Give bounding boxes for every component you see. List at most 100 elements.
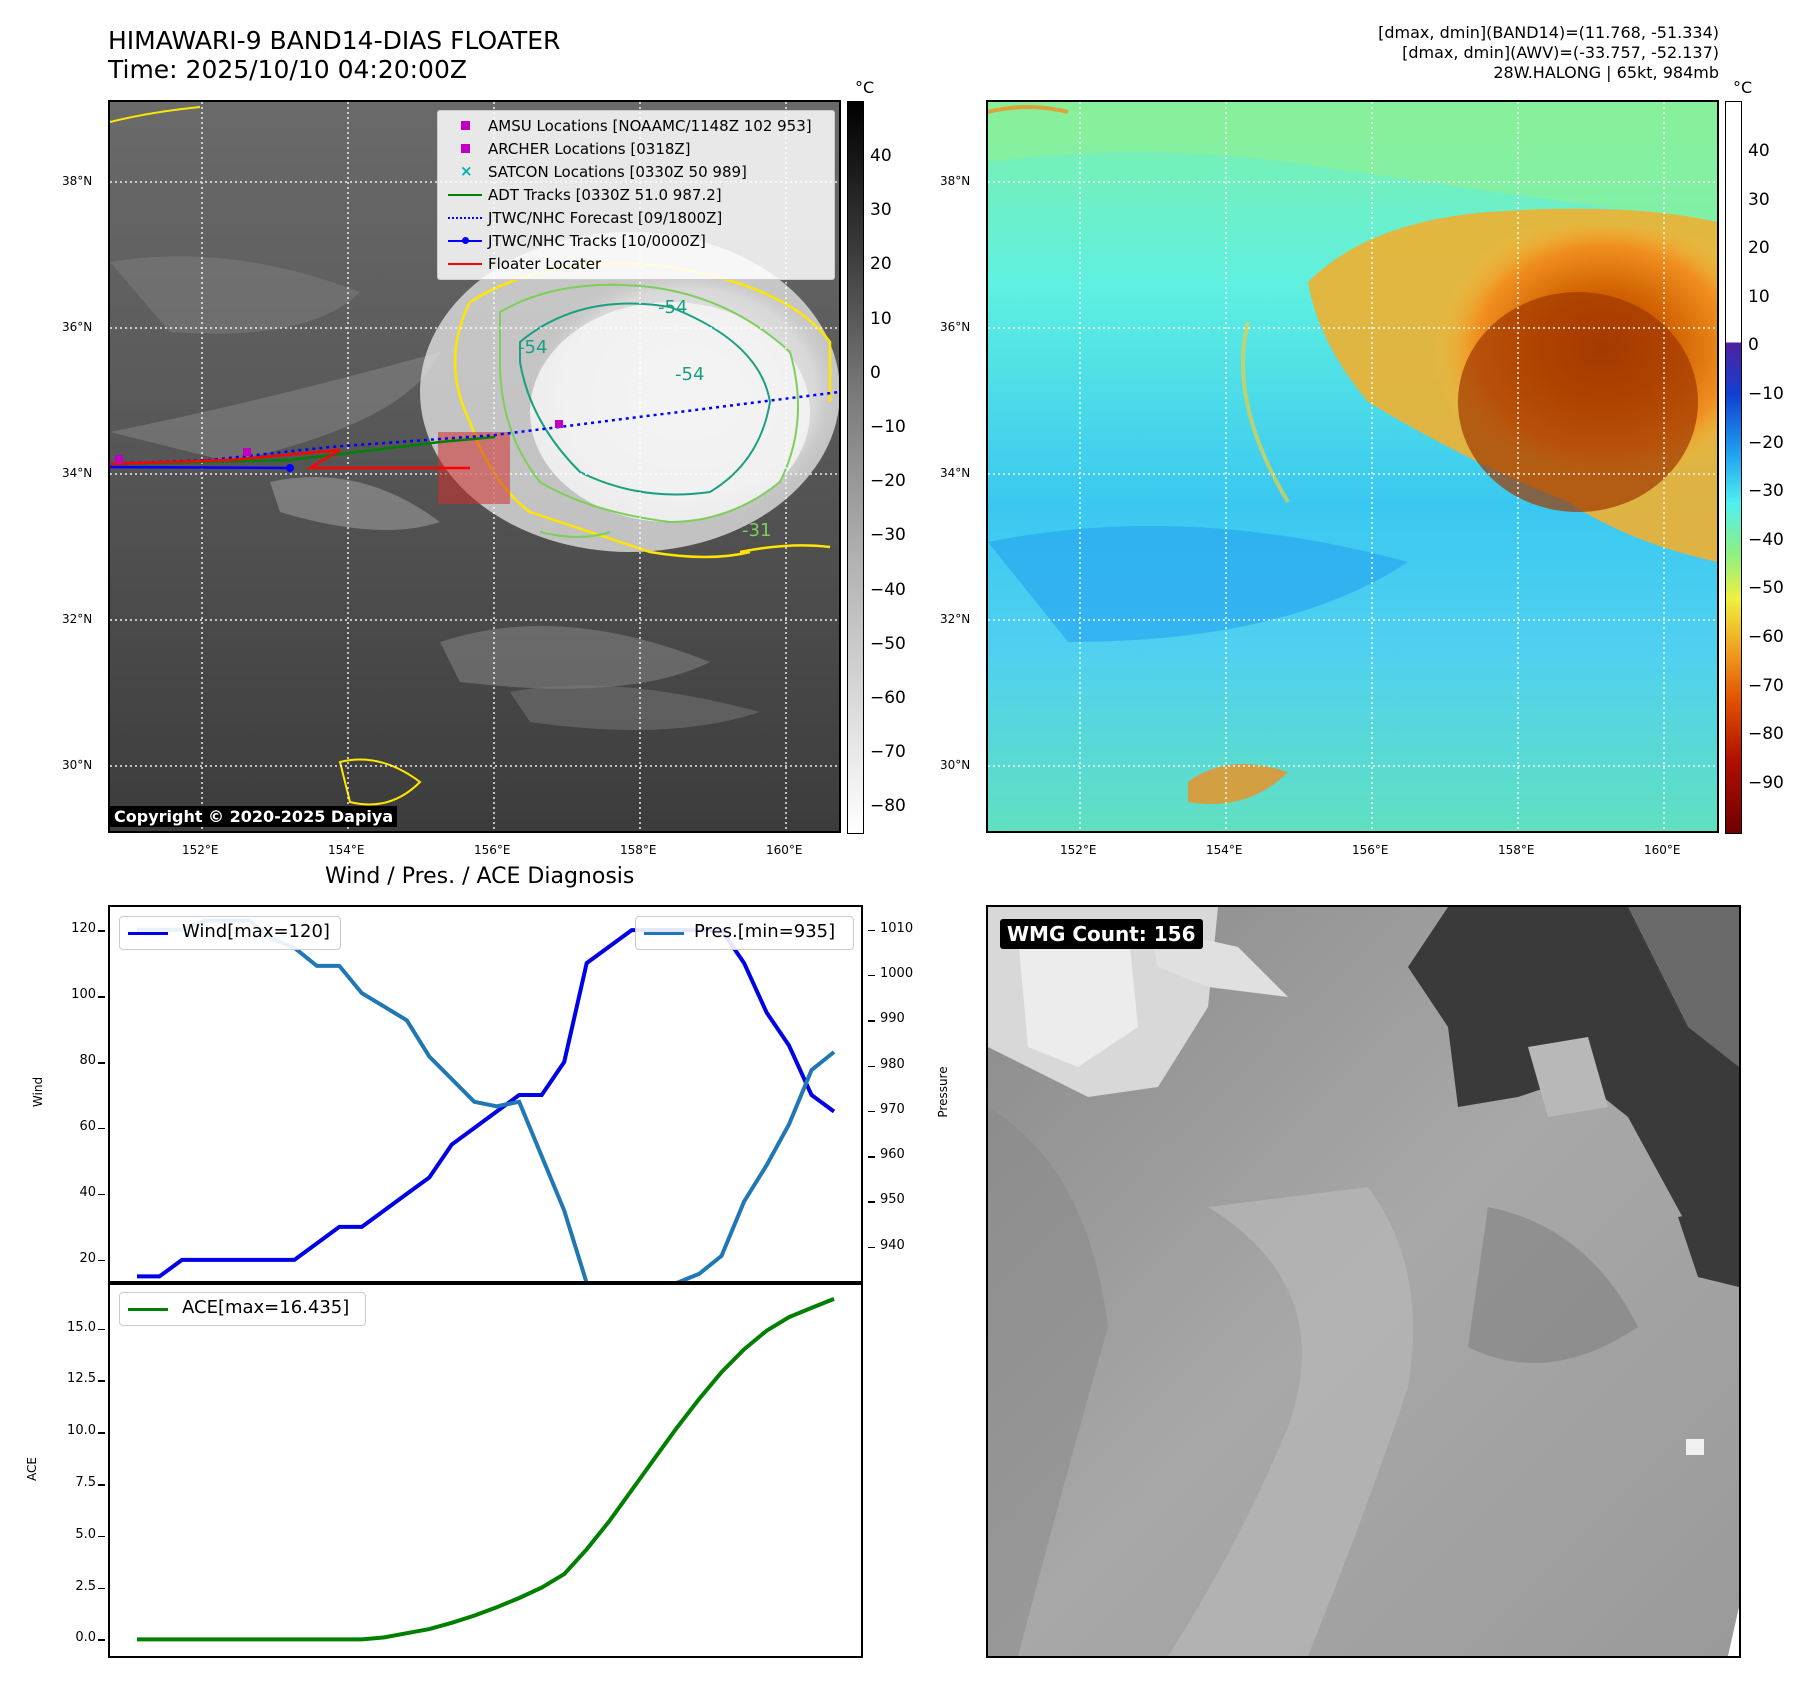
lon-tick: 154°E <box>1206 843 1243 857</box>
wv-satellite-map <box>986 100 1719 833</box>
diagnosis-title: Wind / Pres. / ACE Diagnosis <box>325 864 635 889</box>
wmg-count-badge: WMG Count: 156 <box>1000 919 1203 949</box>
ace-axis-tick-mark <box>98 1484 105 1486</box>
lon-tick: 152°E <box>182 843 219 857</box>
ir-colorbar-tick: 10 <box>870 308 892 329</box>
wv-colorbar-tick: −40 <box>1748 529 1784 550</box>
legend-label: Floater Locater <box>488 255 602 273</box>
dotted-line-icon <box>448 217 482 219</box>
legend-label: AMSU Locations [NOAAMC/1148Z 102 953] <box>488 117 812 135</box>
wind-axis-tick: 80 <box>79 1053 96 1069</box>
contour-label: -54 <box>675 364 705 385</box>
lat-tick: 30°N <box>940 758 971 772</box>
wv-colorbar-tick: −90 <box>1748 772 1784 793</box>
ir-colorbar-tick: 0 <box>870 362 881 383</box>
lon-tick: 156°E <box>1352 843 1389 857</box>
ace-axis-tick: 15.0 <box>67 1319 96 1335</box>
ace-axis-tick: 12.5 <box>67 1371 96 1387</box>
wv-colorbar-tick: −30 <box>1748 481 1784 502</box>
wind-axis-tick: 100 <box>71 987 96 1003</box>
pressure-axis-tick-mark <box>868 1020 875 1022</box>
ir-colorbar-tick: −40 <box>870 579 906 600</box>
pressure-axis-tick-mark <box>868 1201 875 1203</box>
lat-tick: 36°N <box>940 320 971 334</box>
pressure-legend-label: Pres.[min=935] <box>694 921 836 942</box>
ace-axis-tick: 10.0 <box>67 1423 96 1439</box>
ace-svg <box>137 1297 835 1642</box>
square-marker-icon <box>461 144 470 153</box>
wind-pressure-svg <box>137 918 836 1283</box>
ir-colorbar-tick: −80 <box>870 796 906 817</box>
wind-axis-tick-mark <box>98 1127 105 1130</box>
info-awv-range: [dmax, dmin](AWV)=(-33.757, -52.137) <box>1402 43 1719 62</box>
ace-plot: ACE[max=16.435] <box>108 1281 863 1658</box>
wind-axis-label: Wind <box>31 1076 45 1108</box>
wind-axis-tick-mark <box>98 1062 105 1064</box>
lon-tick: 160°E <box>1644 843 1681 857</box>
legend-label: SATCON Locations [0330Z 50 989] <box>488 163 747 181</box>
lat-tick: 36°N <box>62 320 93 334</box>
lat-tick: 30°N <box>62 758 93 772</box>
pressure-axis-tick: 940 <box>880 1237 905 1253</box>
ace-axis-label: ACE <box>25 1457 39 1481</box>
ir-satellite-map: -54 -54 -54 -31 AMSU Locations [NOAAMC/1… <box>108 100 841 833</box>
wv-colorbar-tick: −70 <box>1748 675 1784 696</box>
pressure-axis-tick-mark <box>868 929 875 932</box>
ir-colorbar-tick: 20 <box>870 254 892 275</box>
wind-axis-tick-mark <box>98 930 105 932</box>
pressure-axis-tick-mark <box>868 1156 875 1158</box>
lon-tick: 158°E <box>620 843 657 857</box>
ace-line-icon <box>128 1308 168 1311</box>
ir-colorbar-tick: −30 <box>870 525 906 546</box>
pressure-axis-tick-mark <box>868 1110 875 1113</box>
wv-colorbar-tick: 30 <box>1748 189 1770 210</box>
wind-line-icon <box>128 932 168 935</box>
ace-axis-tick-mark <box>98 1328 105 1331</box>
pressure-axis-label: Pressure <box>936 1066 950 1118</box>
pressure-axis-tick: 970 <box>880 1101 905 1117</box>
line-marker-icon <box>448 263 482 265</box>
lon-tick: 158°E <box>1498 843 1535 857</box>
wind-legend-label: Wind[max=120] <box>182 921 330 942</box>
wv-colorbar <box>1725 101 1742 834</box>
lat-tick: 34°N <box>940 466 971 480</box>
wv-satellite-image <box>988 102 1717 831</box>
lon-tick: 152°E <box>1060 843 1097 857</box>
pressure-axis-tick-mark <box>868 1246 875 1249</box>
ace-legend: ACE[max=16.435] <box>119 1292 366 1326</box>
ace-axis-tick-mark <box>98 1380 105 1382</box>
wind-pressure-plot: Wind[max=120] Pres.[min=935] <box>108 905 863 1285</box>
ir-colorbar-tick: −50 <box>870 633 906 654</box>
info-storm: 28W.HALONG | 65kt, 984mb <box>1493 63 1719 82</box>
lat-tick: 38°N <box>62 174 93 188</box>
ir-colorbar-tick: 40 <box>870 146 892 166</box>
wind-axis-tick: 120 <box>71 921 96 937</box>
wv-colorbar-unit: °C <box>1733 78 1753 97</box>
figure-time: Time: 2025/10/10 04:20:00Z <box>108 55 467 84</box>
lon-tick: 160°E <box>766 843 803 857</box>
pressure-axis-tick: 1010 <box>880 920 914 936</box>
ir-colorbar-tick: −10 <box>870 417 906 437</box>
wv-colorbar-tick: 10 <box>1748 286 1770 307</box>
line-marker-icon <box>448 194 482 196</box>
square-marker-icon <box>461 121 470 130</box>
legend-label: ARCHER Locations [0318Z] <box>488 140 691 158</box>
legend-label: JTWC/NHC Tracks [10/0000Z] <box>488 232 706 250</box>
contour-label: -54 <box>658 297 688 318</box>
pressure-legend: Pres.[min=935] <box>635 916 854 950</box>
ace-axis-tick: 5.0 <box>75 1526 96 1542</box>
legend-label: JTWC/NHC Forecast [09/1800Z] <box>488 209 723 227</box>
figure-title: HIMAWARI-9 BAND14-DIAS FLOATER <box>108 26 561 55</box>
ir-colorbar-tick: 30 <box>870 200 892 221</box>
ace-axis-tick-mark <box>98 1587 105 1590</box>
ace-legend-label: ACE[max=16.435] <box>182 1297 350 1318</box>
wv-colorbar-tick: 40 <box>1748 141 1770 161</box>
pressure-axis-tick: 990 <box>880 1011 905 1027</box>
wv-colorbar-tick: 0 <box>1748 335 1759 356</box>
ace-axis-tick: 0.0 <box>75 1630 96 1646</box>
ir-colorbar <box>847 101 864 834</box>
map-legend: AMSU Locations [NOAAMC/1148Z 102 953] AR… <box>437 110 835 280</box>
contour-label: -31 <box>742 520 772 541</box>
legend-label: ADT Tracks [0330Z 51.0 987.2] <box>488 186 722 204</box>
ir-colorbar-unit: °C <box>855 78 875 97</box>
